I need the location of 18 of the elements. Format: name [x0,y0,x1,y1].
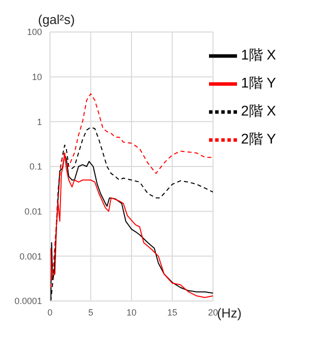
x-tick-label: 5 [88,307,94,318]
x-tick-label: 10 [126,307,136,318]
y-tick-label: 1 [36,116,42,127]
x-tick-label: 15 [167,307,178,318]
y-tick-label: 100 [26,27,42,38]
y-tick-label: 10 [32,72,42,82]
legend-label: 1階 Y [240,74,276,91]
y-tick-label: 0.0001 [14,296,42,306]
y-axis-title: (gal²s) [38,12,75,27]
x-axis-title: (Hz) [216,306,242,321]
x-tick-label: 20 [208,307,218,318]
y-tick-label: 0.1 [29,162,42,172]
legend-label: 2階 Y [240,130,276,147]
y-tick-label: 0.001 [19,251,42,262]
legend-label: 1階 X [240,46,276,63]
legend-label: 2階 X [240,102,276,119]
x-tick-label: 0 [47,307,53,318]
y-tick-label: 0.01 [24,206,42,217]
